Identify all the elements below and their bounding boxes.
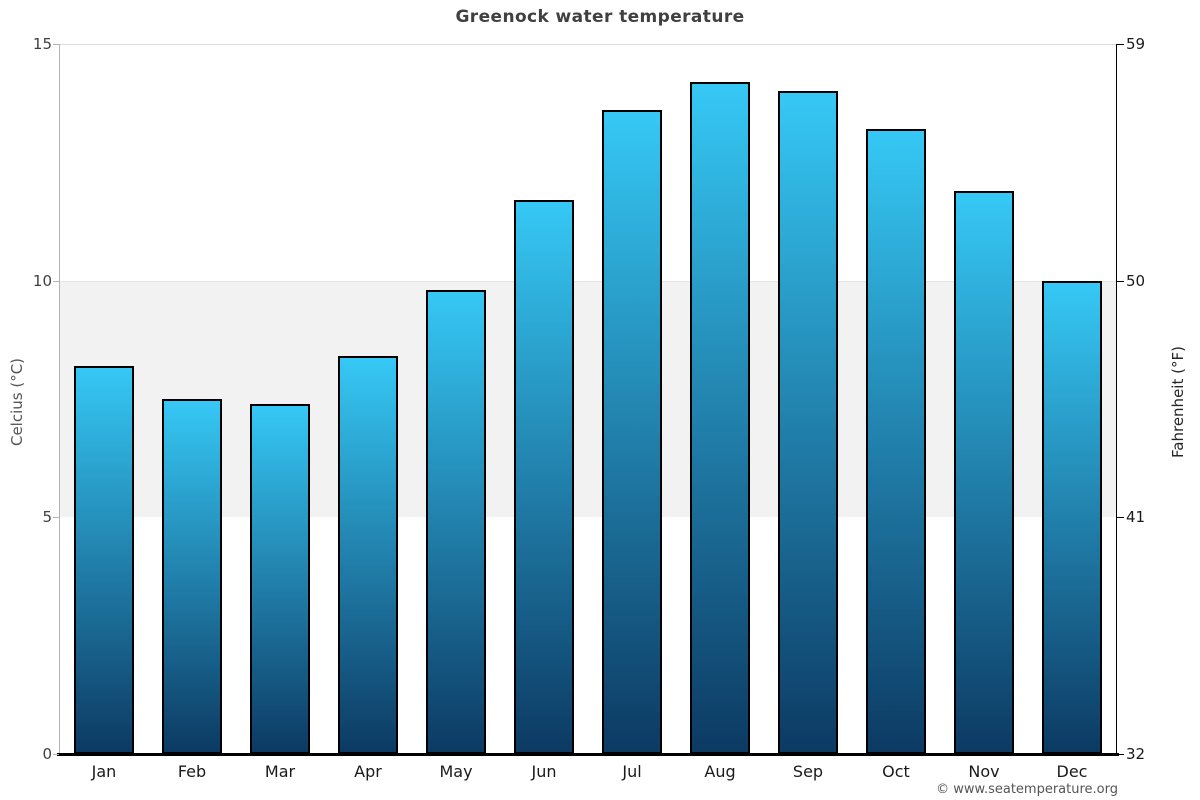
y-tick-mark-right xyxy=(1117,517,1124,519)
bar-nov xyxy=(954,190,1014,754)
bar-may xyxy=(426,290,486,754)
y-tick-mark-right xyxy=(1117,280,1124,282)
y-tick-mark-right xyxy=(1117,754,1124,755)
bar-mar xyxy=(250,403,310,754)
y-tick-mark-right xyxy=(1117,44,1124,45)
shaded-band-5-10 xyxy=(60,280,1116,518)
y-tick-mark-left xyxy=(53,517,59,519)
x-label-may: May xyxy=(439,762,473,781)
right-axis-title: Fahrenheit (°F) xyxy=(1169,346,1187,458)
x-axis-baseline xyxy=(57,753,1119,756)
right-axis-line xyxy=(1116,44,1117,754)
x-label-feb: Feb xyxy=(177,762,207,781)
y-tick-mark-left xyxy=(53,44,59,45)
bar-aug xyxy=(690,81,750,754)
y-tick-right-59: 59 xyxy=(1126,35,1146,53)
x-label-apr: Apr xyxy=(354,762,382,781)
bar-apr xyxy=(338,356,398,754)
plot-area xyxy=(60,44,1116,754)
y-tick-left-0: 0 xyxy=(42,745,52,763)
x-label-mar: Mar xyxy=(264,762,296,781)
bar-jul xyxy=(602,110,662,754)
bar-dec xyxy=(1042,280,1102,754)
x-label-jun: Jun xyxy=(531,762,557,781)
x-label-aug: Aug xyxy=(704,762,736,781)
bar-sep xyxy=(778,91,838,754)
left-axis-line xyxy=(59,44,60,754)
y-tick-left-15: 15 xyxy=(32,35,52,53)
x-label-nov: Nov xyxy=(968,762,1000,781)
y-tick-right-32: 32 xyxy=(1126,745,1146,763)
y-tick-left-10: 10 xyxy=(32,271,52,290)
bar-jan xyxy=(74,365,134,754)
y-tick-left-5: 5 xyxy=(42,508,52,527)
y-tick-right-50: 50 xyxy=(1126,271,1146,290)
x-label-sep: Sep xyxy=(792,762,824,781)
bar-jun xyxy=(514,200,574,754)
gridline-15c xyxy=(60,44,1116,45)
bar-oct xyxy=(866,129,926,754)
watermark: © www.seatemperature.org xyxy=(936,782,1118,797)
x-label-jan: Jan xyxy=(91,762,117,781)
y-tick-mark-left xyxy=(53,280,59,282)
x-label-dec: Dec xyxy=(1056,762,1088,781)
bar-feb xyxy=(162,399,222,754)
y-tick-right-41: 41 xyxy=(1126,508,1146,527)
x-label-oct: Oct xyxy=(882,762,910,781)
x-label-jul: Jul xyxy=(622,762,642,781)
left-axis-title: Celcius (°C) xyxy=(8,357,26,447)
chart-title: Greenock water temperature xyxy=(455,7,745,27)
y-tick-mark-left xyxy=(53,754,59,755)
